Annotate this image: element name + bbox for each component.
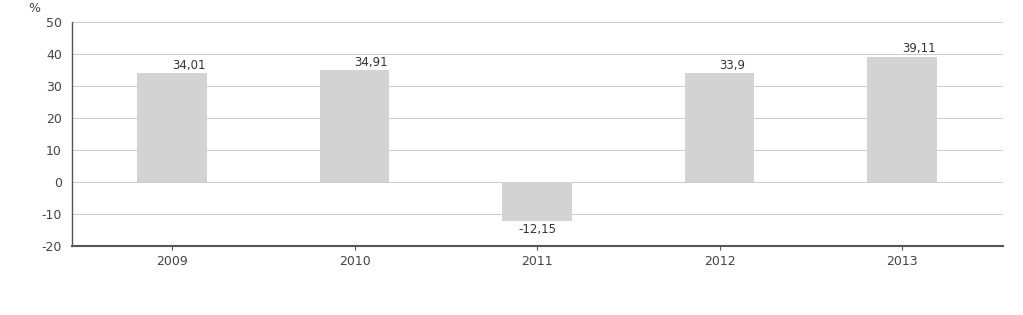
Text: 34,91: 34,91 bbox=[355, 56, 388, 69]
Bar bbox=[320, 70, 389, 182]
Text: 34,01: 34,01 bbox=[172, 59, 206, 72]
Bar bbox=[868, 57, 937, 182]
Text: -12,15: -12,15 bbox=[518, 223, 557, 236]
Bar bbox=[137, 73, 207, 182]
Y-axis label: %: % bbox=[29, 2, 40, 15]
Bar bbox=[685, 73, 754, 182]
Text: 39,11: 39,11 bbox=[902, 42, 936, 55]
Text: 33,9: 33,9 bbox=[719, 59, 746, 72]
Bar bbox=[502, 182, 572, 220]
